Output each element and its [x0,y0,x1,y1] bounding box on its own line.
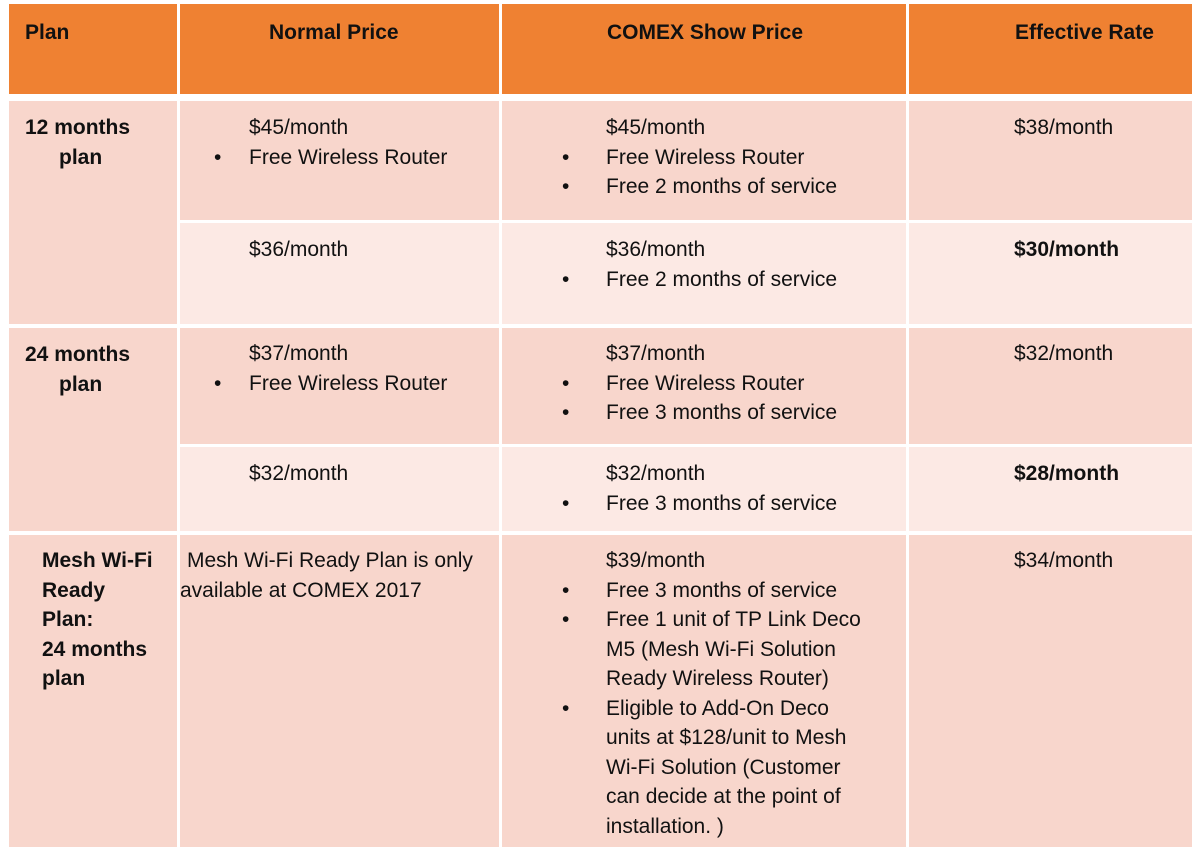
comex-price-cell: $36/month • Free 2 months of service [502,223,906,324]
plan-cell-mesh-wifi: Mesh Wi-Fi Ready Plan: 24 months plan [9,535,177,847]
benefit-item: Free Wireless Router [249,372,448,395]
note-text: Mesh Wi-Fi Ready Plan is only [187,549,473,572]
benefit-item: can decide at the point of [606,785,841,808]
effective-rate-cell: $32/month [909,328,1192,444]
price-text: $45/month [606,116,706,139]
plan-label: 12 months [25,116,131,139]
price-text: $37/month [249,342,349,365]
bullet-icon: • [562,579,570,602]
benefit-item: Ready Wireless Router) [606,667,829,690]
bullet-icon: • [214,372,222,395]
header-normal-price: Normal Price [269,21,399,44]
plan-label: Ready [42,579,106,602]
benefit-item: Free 1 unit of TP Link Deco [606,608,861,631]
normal-price-cell: Mesh Wi-Fi Ready Plan is only available … [180,535,499,847]
benefit-item: Eligible to Add-On Deco [606,697,829,720]
header-comex-price: COMEX Show Price [607,21,804,44]
benefit-item: Free 2 months of service [606,175,838,198]
benefit-item: Free 3 months of service [606,492,838,515]
bullet-icon: • [562,372,570,395]
benefit-item: M5 (Mesh Wi-Fi Solution [606,638,836,661]
effective-rate: $34/month [1014,549,1114,572]
normal-price-cell: $45/month • Free Wireless Router [180,101,499,220]
plan-label: plan [59,146,103,169]
bullet-icon: • [562,401,570,424]
bullet-icon: • [562,175,570,198]
plan-label: Plan: [42,608,94,631]
plan-label: plan [42,667,86,690]
effective-rate-cell: $30/month [909,223,1192,324]
benefit-item: Wi-Fi Solution (Customer [606,756,841,779]
header-plan: Plan [25,21,70,44]
effective-rate: $30/month [1014,238,1120,261]
benefit-item: Free Wireless Router [606,372,805,395]
comex-price-cell: $37/month • Free Wireless Router • Free … [502,328,906,444]
benefit-item: Free 2 months of service [606,268,838,291]
bullet-icon: • [214,146,222,169]
header-effective-rate: Effective Rate [1015,21,1154,44]
benefit-item: Free Wireless Router [606,146,805,169]
note-text: available at COMEX 2017 [180,579,422,602]
benefit-item: Free Wireless Router [249,146,448,169]
bullet-icon: • [562,697,570,720]
normal-price-cell: $32/month [180,447,499,531]
bullet-icon: • [562,146,570,169]
effective-rate: $38/month [1014,116,1114,139]
header-comex-cell: COMEX Show Price [502,4,906,94]
benefit-item: installation. ) [606,815,724,838]
bullet-icon: • [562,268,570,291]
price-text: $39/month [606,549,706,572]
bullet-icon: • [562,608,570,631]
plan-cell-24-months: 24 months plan [9,328,177,531]
bullet-icon: • [562,492,570,515]
price-text: $37/month [606,342,706,365]
header-normal-cell: Normal Price [180,4,499,94]
effective-rate-cell: $28/month [909,447,1192,531]
benefit-item: Free 3 months of service [606,579,838,602]
comex-price-cell: $32/month • Free 3 months of service [502,447,906,531]
plan-label: 24 months [42,638,148,661]
price-text: $36/month [249,238,349,261]
comex-price-cell: $45/month • Free Wireless Router • Free … [502,101,906,220]
effective-rate: $32/month [1014,342,1114,365]
header-effective-cell: Effective Rate [909,4,1192,94]
benefit-item: units at $128/unit to Mesh [606,726,847,749]
price-text: $36/month [606,238,706,261]
benefit-item: Free 3 months of service [606,401,838,424]
effective-rate-cell: $34/month [909,535,1192,847]
effective-rate: $28/month [1014,462,1120,485]
header-plan-cell: Plan [9,4,177,94]
price-text: $32/month [606,462,706,485]
effective-rate-cell: $38/month [909,101,1192,220]
price-text: $45/month [249,116,349,139]
plan-cell-12-months: 12 months plan [9,101,177,324]
price-text: $32/month [249,462,349,485]
plan-label: 24 months [25,343,131,366]
normal-price-cell: $37/month • Free Wireless Router [180,328,499,444]
normal-price-cell: $36/month [180,223,499,324]
plan-label: plan [59,373,103,396]
plan-label: Mesh Wi-Fi [42,549,153,572]
comex-price-cell: $39/month • Free 3 months of service • F… [502,535,906,847]
